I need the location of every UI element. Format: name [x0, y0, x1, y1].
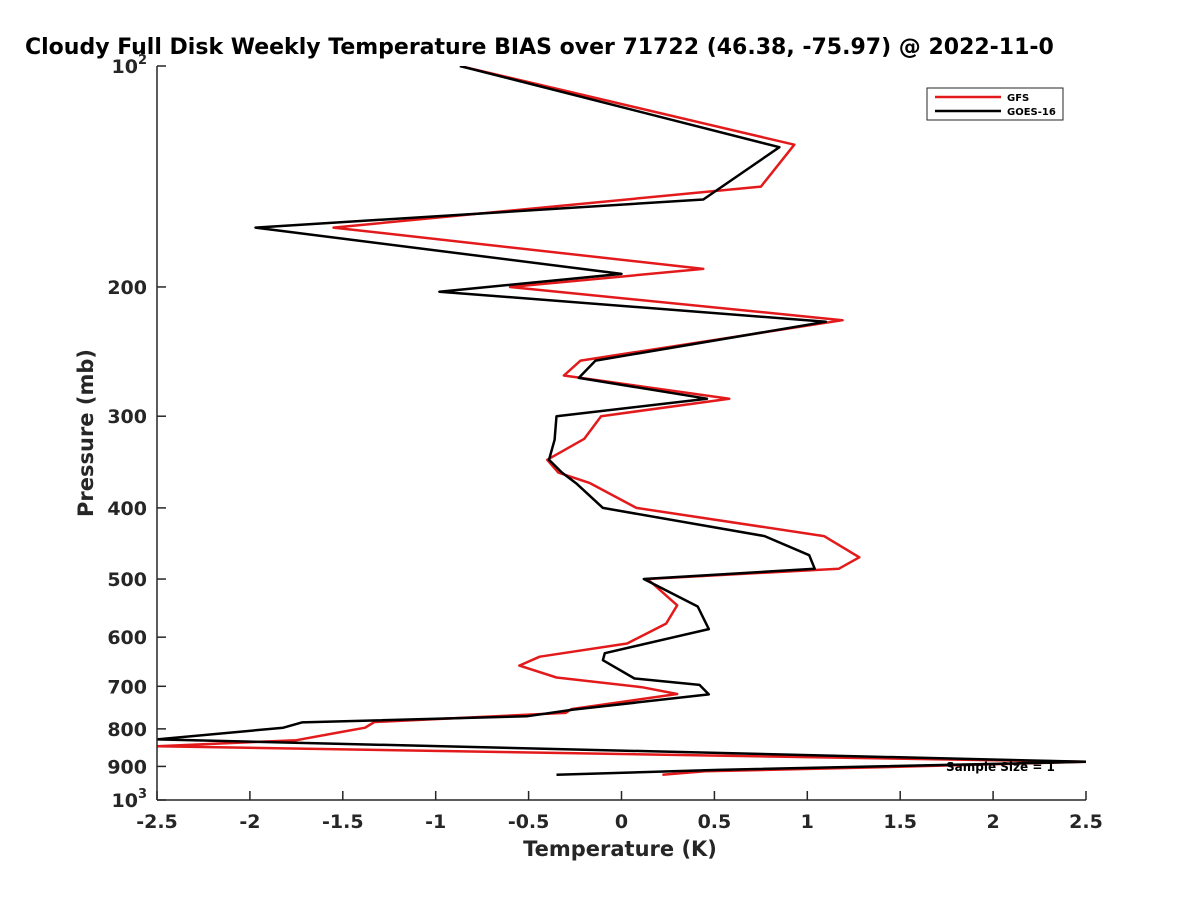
y-axis-label: Pressure (mb) [74, 349, 98, 517]
y-tick-label: 102 [112, 53, 148, 78]
ticks: -2.5 -2 -1.5 -1 -0.5 0 0.5 1 1.5 2 2.5 102 200 300 400… [107, 53, 1103, 833]
y-tick-label: 200 [107, 277, 147, 299]
y-tick-label: 900 [107, 756, 147, 778]
x-tick-label: -2 [239, 811, 260, 833]
sample-size-annotation: Sample Size = 1 [946, 760, 1055, 774]
axes [156, 66, 1086, 801]
y-tick-label: 400 [107, 498, 147, 520]
y-tick-label: 700 [107, 676, 147, 698]
chart-title: Cloudy Full Disk Weekly Temperature BIAS… [25, 35, 1054, 60]
x-tick-label: 1.5 [883, 811, 917, 833]
x-tick-label: 1 [801, 811, 814, 833]
y-tick-label: 103 [112, 787, 148, 812]
x-tick-label: -1.5 [322, 811, 364, 833]
x-tick-label: -1 [425, 811, 446, 833]
legend: GFS GOES-16 [926, 87, 1064, 121]
x-tick-label: -0.5 [508, 811, 550, 833]
x-tick-label: 2.5 [1069, 811, 1103, 833]
series-line-gfs [157, 66, 1086, 777]
legend-box [926, 87, 1064, 121]
y-tick-label: 600 [107, 627, 147, 649]
x-axis-label: Temperature (K) [523, 837, 717, 861]
x-tick-label: 0.5 [698, 811, 732, 833]
legend-entry: GFS [1007, 93, 1029, 104]
x-tick-label: 0 [615, 811, 628, 833]
y-tick-label: 500 [107, 569, 147, 591]
x-tick-label: -2.5 [136, 811, 178, 833]
series-line-goes-16 [157, 66, 1086, 777]
y-tick-label: 800 [107, 719, 147, 741]
legend-entry: GOES-16 [1007, 107, 1056, 118]
y-tick-label: 300 [107, 406, 147, 428]
plot-lines [157, 66, 1086, 777]
x-tick-label: 2 [986, 811, 999, 833]
